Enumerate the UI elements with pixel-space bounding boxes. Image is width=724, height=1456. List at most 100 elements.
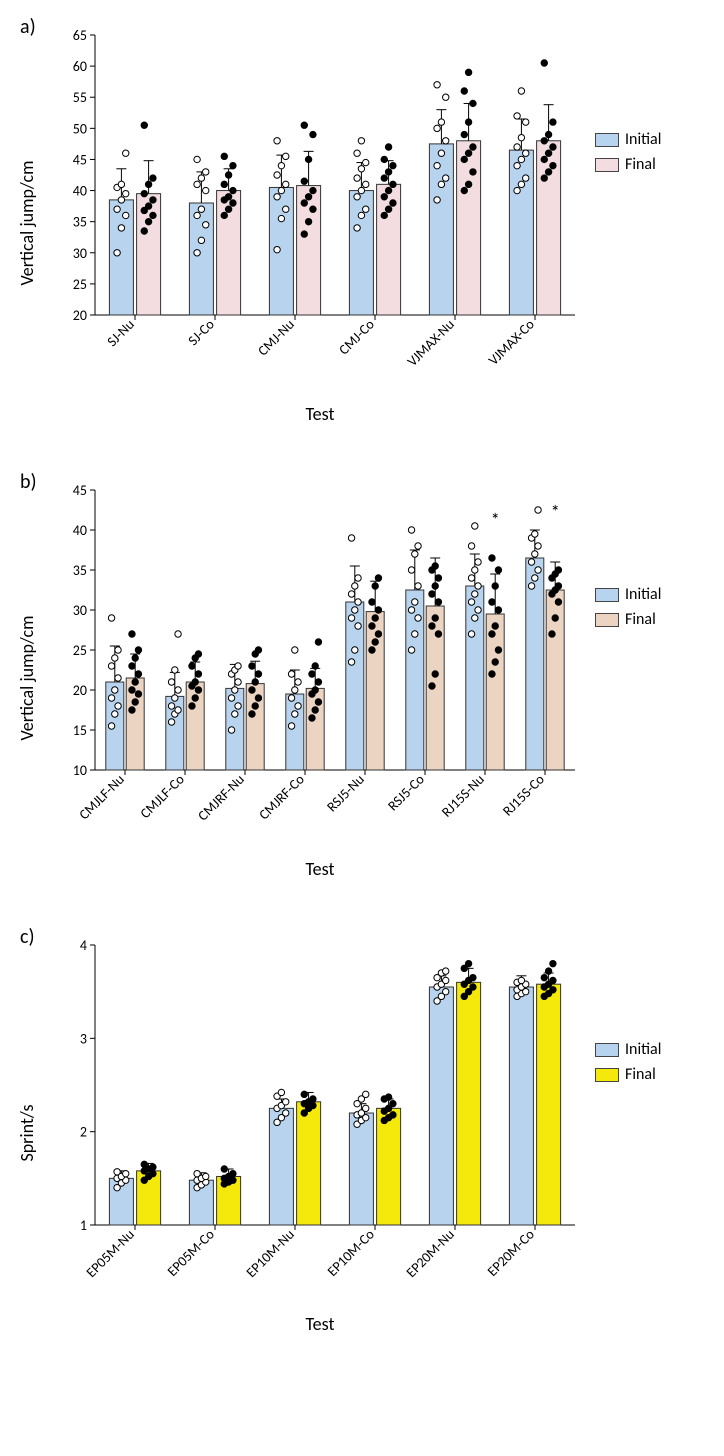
bar-final (457, 982, 481, 1225)
svg-text:30: 30 (73, 602, 87, 619)
panel-letter: a) (20, 15, 36, 39)
panel-a: a)Vertical jump/cm20253035404550556065SJ… (20, 20, 704, 425)
svg-text:20: 20 (73, 682, 87, 699)
legend-label: Final (625, 155, 656, 174)
svg-text:25: 25 (73, 276, 87, 293)
legend-swatch (595, 1043, 619, 1057)
svg-text:3: 3 (80, 1030, 87, 1047)
y-axis-label: Sprint/s (16, 1104, 38, 1161)
legend-item-initial: Initial (595, 585, 661, 604)
svg-text:50: 50 (73, 120, 87, 137)
bar-final (377, 1108, 401, 1225)
panel-b: b)Vertical jump/cm1015202530354045CMJLF-… (20, 475, 704, 880)
chart-c: 1 2 3 4 EP05M-Nu EP05M-Co EP10M-Nu EP10M-Co EP20… (55, 930, 585, 1305)
bar-final (457, 141, 481, 315)
legend-item-final: Final (595, 610, 661, 629)
legend-swatch (595, 158, 619, 172)
bar-initial (429, 144, 453, 315)
svg-text:35: 35 (73, 562, 87, 579)
svg-text:10: 10 (73, 762, 87, 779)
bar-initial (269, 1108, 293, 1225)
svg-text:1: 1 (80, 1217, 87, 1234)
bar-initial (189, 203, 213, 315)
panel-letter: c) (20, 925, 35, 949)
svg-text:CMJRF-Nu: CMJRF-Nu (194, 771, 247, 824)
svg-text:30: 30 (73, 245, 87, 262)
bar-final (377, 184, 401, 315)
svg-text:RSJ5-Co: RSJ5-Co (384, 771, 427, 814)
svg-text:CMJRF-Co: CMJRF-Co (255, 771, 307, 823)
legend-label: Final (625, 610, 656, 629)
svg-text:4: 4 (80, 937, 87, 954)
svg-text:25: 25 (73, 642, 87, 659)
svg-text:EP10M-Nu: EP10M-Nu (243, 1226, 298, 1281)
bar-initial (509, 987, 533, 1225)
legend-label: Initial (625, 585, 661, 604)
x-axis-label: Test (55, 1313, 585, 1335)
svg-text:RSJ5-Nu: RSJ5-Nu (323, 771, 368, 816)
svg-text:SJ-Co: SJ-Co (185, 316, 218, 349)
legend: Initial Final (595, 1040, 661, 1090)
legend-swatch (595, 1068, 619, 1082)
chart-b: 1015202530354045CMJLF-NuCMJLF-CoCMJRF-Nu… (55, 475, 585, 850)
svg-text:EP05M-Nu: EP05M-Nu (83, 1226, 138, 1281)
svg-text:SJ-Nu: SJ-Nu (104, 316, 138, 350)
x-axis-label: Test (55, 403, 585, 425)
svg-text:45: 45 (73, 482, 87, 499)
legend-item-initial: Initial (595, 130, 661, 149)
legend-label: Initial (625, 1040, 661, 1059)
svg-text:EP20M-Nu: EP20M-Nu (403, 1226, 458, 1281)
bar-initial (526, 558, 544, 770)
bar-initial (509, 150, 533, 315)
y-axis-label: Vertical jump/cm (16, 160, 38, 285)
legend-label: Final (625, 1065, 656, 1084)
bar-final (297, 1102, 321, 1225)
svg-text:CMJ-Nu: CMJ-Nu (254, 316, 298, 360)
x-axis-label: Test (55, 858, 585, 880)
bar-initial (269, 187, 293, 315)
bar-final (537, 984, 561, 1225)
bar-initial (349, 1113, 373, 1225)
svg-text:EP10M-Co: EP10M-Co (324, 1226, 378, 1280)
svg-text:CMJLF-Co: CMJLF-Co (137, 771, 188, 822)
svg-text:EP20M-Co: EP20M-Co (484, 1226, 538, 1280)
svg-text:RJ15S-Nu: RJ15S-Nu (438, 771, 488, 821)
svg-text:55: 55 (73, 89, 87, 106)
svg-text:40: 40 (73, 522, 87, 539)
svg-text:45: 45 (73, 151, 87, 168)
bar-final (137, 194, 161, 315)
svg-text:RJ15S-Co: RJ15S-Co (499, 771, 548, 820)
chart-a: 20 25 30 35 40 45 50 55 60 65 SJ-Nu SJ-Co CMJ-Nu CMJ-… (55, 20, 585, 395)
svg-text:EP05M-Co: EP05M-Co (164, 1226, 218, 1280)
significance-marker: * (551, 501, 560, 523)
bar-initial (109, 200, 133, 315)
legend-swatch (595, 133, 619, 147)
legend-item-initial: Initial (595, 1040, 661, 1059)
panel-letter: b) (20, 470, 37, 494)
svg-text:60: 60 (73, 58, 87, 75)
svg-text:40: 40 (73, 183, 87, 200)
legend-item-final: Final (595, 155, 661, 174)
legend-item-final: Final (595, 1065, 661, 1084)
bar-final (297, 186, 321, 315)
legend-swatch (595, 588, 619, 602)
svg-text:2: 2 (80, 1124, 87, 1141)
bar-initial (429, 987, 453, 1225)
svg-text:20: 20 (73, 307, 87, 324)
bar-initial (349, 191, 373, 315)
legend: Initial Final (595, 585, 661, 635)
svg-text:CMJ-Co: CMJ-Co (335, 316, 377, 358)
significance-marker: * (491, 509, 500, 531)
svg-text:15: 15 (73, 722, 87, 739)
svg-text:65: 65 (73, 27, 87, 44)
legend: Initial Final (595, 130, 661, 180)
bar-final (486, 614, 504, 770)
legend-swatch (595, 613, 619, 627)
svg-text:VJMAX-Co: VJMAX-Co (485, 316, 538, 369)
bar-initial (466, 586, 484, 770)
svg-text:VJMAX-Nu: VJMAX-Nu (404, 316, 458, 370)
y-axis-label: Vertical jump/cm (16, 615, 38, 740)
panel-c: c)Sprint/s1234EP05M-NuEP05M-CoEP10M-NuEP… (20, 930, 704, 1335)
svg-text:35: 35 (73, 214, 87, 231)
legend-label: Initial (625, 130, 661, 149)
